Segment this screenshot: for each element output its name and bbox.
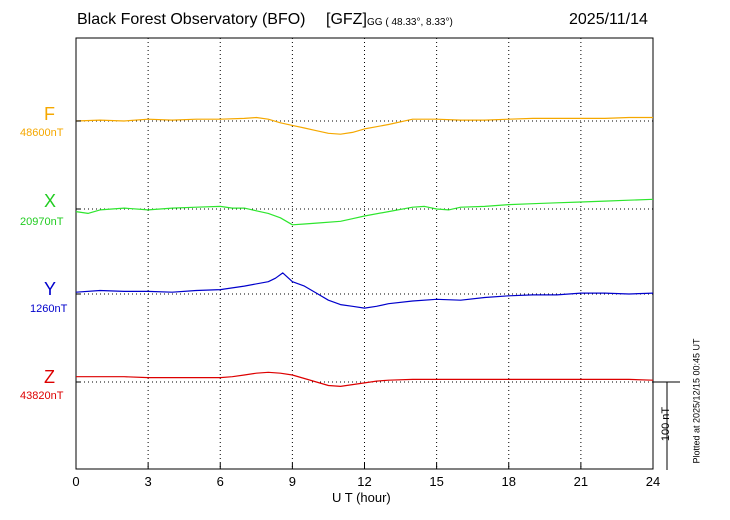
x-tick-label-0: 0	[72, 474, 79, 489]
series-label-x: X	[44, 191, 57, 211]
x-tick-label-21: 21	[574, 474, 588, 489]
scale-bar	[653, 381, 680, 470]
baseline-label-x: 20970nT	[20, 216, 64, 228]
x-tick-label-6: 6	[217, 474, 224, 489]
baseline-label-y: 1260nT	[30, 303, 68, 315]
grid-lines	[147, 38, 582, 469]
x-tick-label-12: 12	[357, 474, 371, 489]
series-label-z: Z	[44, 367, 55, 387]
x-tick-label-15: 15	[429, 474, 443, 489]
series-line-x	[75, 198, 654, 226]
series-lines	[75, 116, 654, 387]
x-tick-label-3: 3	[145, 474, 152, 489]
series-line-y	[75, 272, 654, 309]
baseline-label-z: 43820nT	[20, 390, 64, 402]
baselines	[76, 120, 653, 383]
x-axis-ticks: 0 3 6 9 12 15 18 21 24	[72, 120, 660, 489]
x-tick-label-9: 9	[289, 474, 296, 489]
chart-title: Black Forest Observatory (BFO)	[77, 11, 306, 28]
series-label-y: Y	[44, 279, 57, 299]
series-label-f: F	[44, 104, 55, 124]
scale-bar-label: 100 nT	[660, 406, 673, 442]
date-label: 2025/11/14	[569, 11, 648, 28]
x-tick-label-24: 24	[646, 474, 660, 489]
coordinates-label: GG ( 48.33°, 8.33°)	[367, 17, 453, 28]
baseline-label-f: 48600nT	[20, 127, 64, 139]
x-tick-label-18: 18	[502, 474, 516, 489]
organization-label: [GFZ]	[326, 11, 367, 28]
x-axis-label: U T (hour)	[332, 490, 391, 505]
series-line-f	[75, 116, 653, 135]
series-line-z	[76, 371, 654, 387]
plotted-at-label: Plotted at 2025/12/15 00:45 UT	[691, 338, 702, 464]
